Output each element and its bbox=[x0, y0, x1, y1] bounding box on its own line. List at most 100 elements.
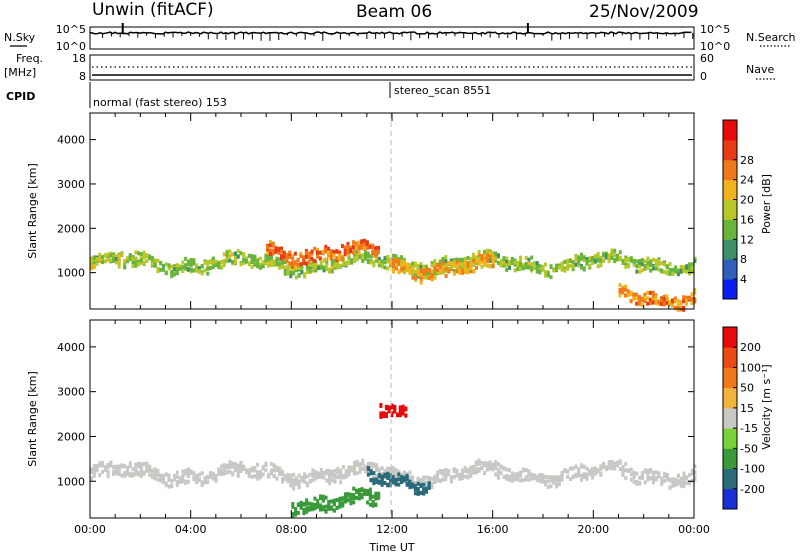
velocity-cell bbox=[355, 471, 359, 476]
power-cell bbox=[441, 259, 445, 264]
power-cell bbox=[422, 271, 426, 276]
velocity-cell bbox=[296, 510, 300, 515]
velocity-cell bbox=[347, 465, 351, 470]
velocity-cell bbox=[391, 475, 395, 480]
velocity-cell bbox=[328, 477, 332, 482]
power-cell bbox=[516, 267, 520, 272]
power-cell bbox=[519, 264, 523, 269]
velocity-cell bbox=[682, 471, 686, 476]
power-cell bbox=[189, 267, 193, 272]
velocity-cell bbox=[563, 468, 567, 473]
power-cell bbox=[477, 259, 481, 264]
velocity-cell bbox=[103, 467, 107, 472]
velocity-cell bbox=[419, 479, 423, 484]
nave-right-tick-top: 60 bbox=[700, 52, 714, 65]
velocity-cell bbox=[532, 473, 536, 478]
power-cell bbox=[325, 263, 329, 268]
velocity-y-tick-label: 3000 bbox=[57, 386, 85, 399]
velocity-cell bbox=[502, 474, 506, 479]
velocity-colorbar-tick-label: -100 bbox=[740, 463, 765, 476]
power-cell bbox=[397, 258, 401, 263]
power-cell bbox=[627, 264, 631, 269]
power-cell bbox=[361, 253, 365, 258]
power-cell bbox=[269, 259, 273, 264]
power-cell bbox=[455, 257, 459, 262]
velocity-cell bbox=[368, 493, 372, 498]
power-cell bbox=[527, 257, 531, 262]
power-cell bbox=[591, 256, 595, 261]
power-cell bbox=[640, 268, 644, 273]
power-cell bbox=[291, 256, 295, 261]
velocity-cell bbox=[319, 470, 323, 475]
power-colorbar-segment bbox=[723, 279, 737, 300]
power-cell bbox=[372, 260, 376, 265]
velocity-cell bbox=[338, 501, 342, 506]
power-cell bbox=[607, 259, 611, 264]
power-cell bbox=[271, 250, 275, 255]
power-cell bbox=[452, 271, 456, 276]
power-cell bbox=[535, 261, 539, 266]
power-cell bbox=[175, 263, 179, 268]
power-cell bbox=[488, 250, 492, 255]
power-cell bbox=[635, 292, 639, 297]
power-cell bbox=[508, 260, 512, 265]
velocity-cell bbox=[197, 472, 201, 477]
power-cell bbox=[607, 256, 611, 261]
power-cell bbox=[214, 259, 218, 264]
velocity-cell bbox=[125, 472, 129, 477]
power-cell bbox=[314, 263, 318, 268]
velocity-colorbar-segment bbox=[723, 327, 737, 348]
power-cell bbox=[568, 263, 572, 268]
power-cell bbox=[425, 275, 429, 280]
frequency-frame bbox=[89, 54, 695, 81]
velocity-cell bbox=[292, 478, 296, 483]
velocity-cell bbox=[472, 466, 476, 471]
velocity-cell bbox=[231, 472, 235, 477]
power-cell bbox=[299, 251, 303, 256]
velocity-cell bbox=[397, 477, 401, 482]
velocity-cell bbox=[635, 479, 639, 484]
power-cell bbox=[665, 300, 669, 305]
power-cell bbox=[566, 258, 570, 263]
power-cell bbox=[272, 259, 276, 264]
power-cell bbox=[654, 258, 658, 263]
velocity-cell bbox=[139, 464, 143, 469]
velocity-cell bbox=[455, 473, 459, 478]
power-cell bbox=[671, 271, 675, 276]
power-cell bbox=[400, 263, 404, 268]
velocity-cell bbox=[159, 473, 163, 478]
velocity-cell bbox=[510, 474, 514, 479]
power-colorbar-segment bbox=[723, 179, 737, 201]
velocity-cell bbox=[181, 474, 185, 479]
velocity-cell bbox=[316, 504, 320, 509]
velocity-cell bbox=[377, 473, 381, 478]
velocity-cell bbox=[505, 467, 509, 472]
velocity-cell bbox=[374, 495, 378, 500]
velocity-cell bbox=[250, 474, 254, 479]
velocity-cell bbox=[98, 461, 102, 466]
velocity-cell bbox=[267, 474, 271, 479]
power-cell bbox=[403, 266, 407, 271]
power-cell bbox=[673, 299, 677, 304]
velocity-cell bbox=[685, 480, 689, 485]
cpid-mode-normal: normal (fast stereo) 153 bbox=[93, 96, 227, 109]
power-cell bbox=[624, 264, 628, 269]
velocity-cell bbox=[388, 483, 392, 488]
power-cell bbox=[106, 255, 110, 260]
power-cell bbox=[485, 248, 489, 253]
velocity-cell bbox=[374, 502, 378, 507]
velocity-cell bbox=[405, 473, 409, 478]
velocity-cell bbox=[159, 478, 163, 483]
velocity-cell bbox=[355, 495, 359, 500]
velocity-cell bbox=[253, 466, 257, 471]
power-cell bbox=[483, 253, 487, 258]
velocity-cell bbox=[516, 471, 520, 476]
velocity-cell bbox=[366, 461, 370, 466]
power-cell bbox=[184, 266, 188, 271]
power-cell bbox=[139, 258, 143, 263]
velocity-cell bbox=[393, 407, 397, 412]
velocity-cell bbox=[352, 495, 356, 500]
power-cell bbox=[618, 293, 622, 298]
